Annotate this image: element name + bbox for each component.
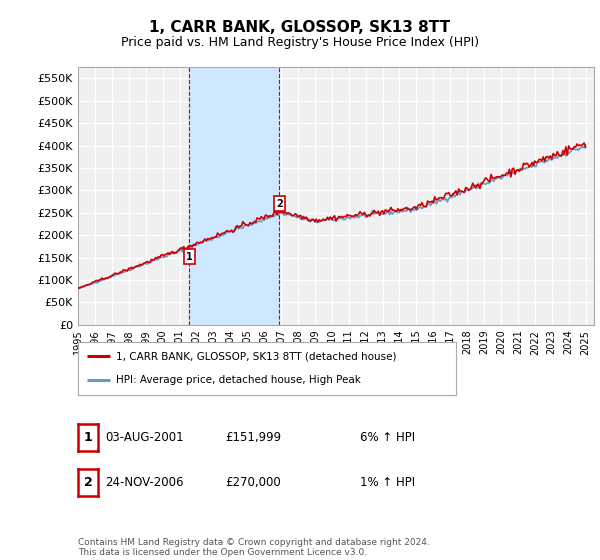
Text: 6% ↑ HPI: 6% ↑ HPI [360,431,415,444]
Bar [190,67,280,325]
Text: £151,999: £151,999 [225,431,281,444]
Text: 2: 2 [276,199,283,209]
Text: 1: 1 [186,251,193,262]
Text: Contains HM Land Registry data © Crown copyright and database right 2024.
This d: Contains HM Land Registry data © Crown c… [78,538,430,557]
Text: 1: 1 [83,431,92,444]
Text: 1, CARR BANK, GLOSSOP, SK13 8TT (detached house): 1, CARR BANK, GLOSSOP, SK13 8TT (detache… [116,352,397,362]
Text: 24-NOV-2006: 24-NOV-2006 [105,475,184,489]
Text: 1% ↑ HPI: 1% ↑ HPI [360,475,415,489]
Text: Price paid vs. HM Land Registry's House Price Index (HPI): Price paid vs. HM Land Registry's House … [121,36,479,49]
Text: £270,000: £270,000 [225,475,281,489]
Text: 2: 2 [83,475,92,489]
Text: 1, CARR BANK, GLOSSOP, SK13 8TT: 1, CARR BANK, GLOSSOP, SK13 8TT [149,20,451,35]
Text: 03-AUG-2001: 03-AUG-2001 [105,431,184,444]
Text: HPI: Average price, detached house, High Peak: HPI: Average price, detached house, High… [116,375,361,385]
